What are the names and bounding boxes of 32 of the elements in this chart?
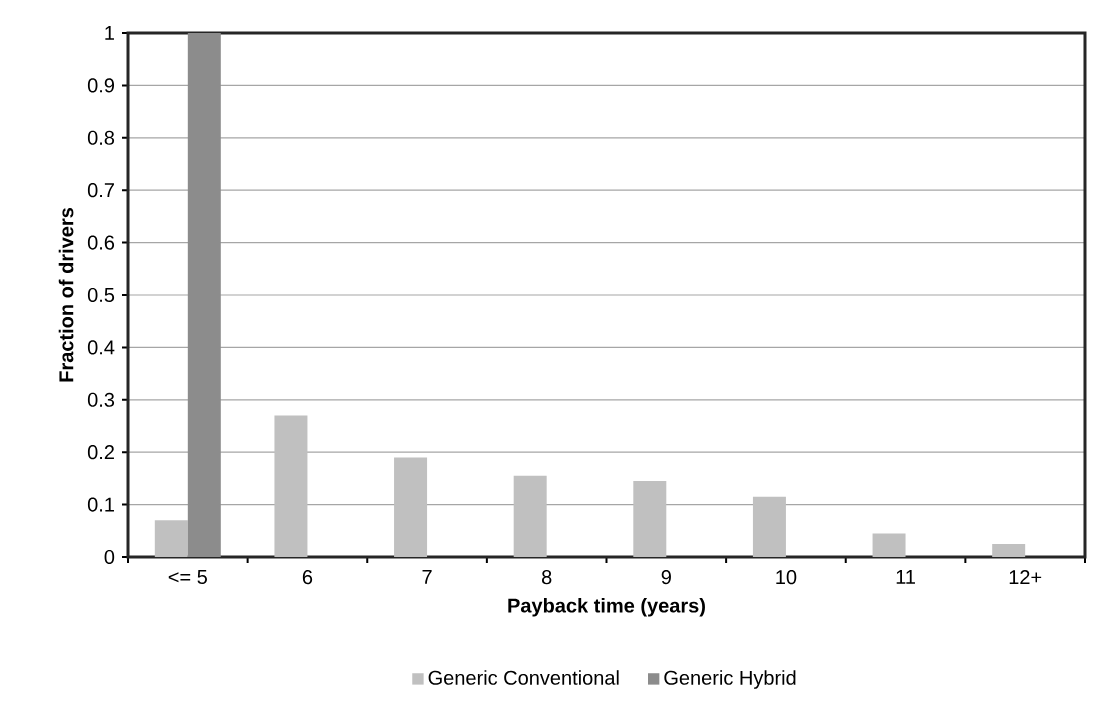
bar: [187, 32, 221, 557]
y-tick-label: 0.4: [87, 340, 115, 355]
y-tick-label: 0.6: [87, 235, 115, 250]
x-tick-label: 7: [422, 570, 432, 584]
bar: [274, 415, 308, 557]
bar: [992, 543, 1026, 557]
x-tick-label: 9: [661, 570, 671, 585]
y-tick-label: 0: [104, 549, 115, 565]
bar: [752, 496, 786, 557]
y-tick-label: 0.8: [87, 130, 115, 145]
bar: [394, 457, 428, 557]
x-tick-label: 10: [776, 570, 797, 585]
bar: [513, 475, 547, 557]
y-axis-title: Fraction of drivers: [58, 208, 74, 382]
x-axis-title: Payback time (years): [508, 597, 705, 617]
legend-label: Generic Hybrid: [664, 670, 796, 689]
x-tick-label: 11: [896, 570, 915, 584]
bar: [633, 481, 667, 557]
y-tick-label: 1: [105, 26, 114, 40]
y-tick-label: 0.1: [87, 497, 114, 512]
x-tick-label: 8: [542, 570, 552, 585]
bar: [872, 533, 906, 557]
y-tick-label: 0.7: [87, 183, 114, 198]
y-tick-label: 0.5: [87, 287, 115, 303]
x-tick-label: 6: [302, 570, 313, 585]
legend-label: Generic Conventional: [428, 670, 619, 685]
y-tick-label: 0.2: [87, 445, 114, 460]
y-tick-label: 0.3: [87, 392, 115, 407]
x-tick-label: 12+: [1009, 570, 1042, 585]
y-tick-label: 0.9: [87, 78, 115, 93]
bar: [154, 520, 188, 557]
x-tick-label: <= 5: [168, 570, 207, 584]
